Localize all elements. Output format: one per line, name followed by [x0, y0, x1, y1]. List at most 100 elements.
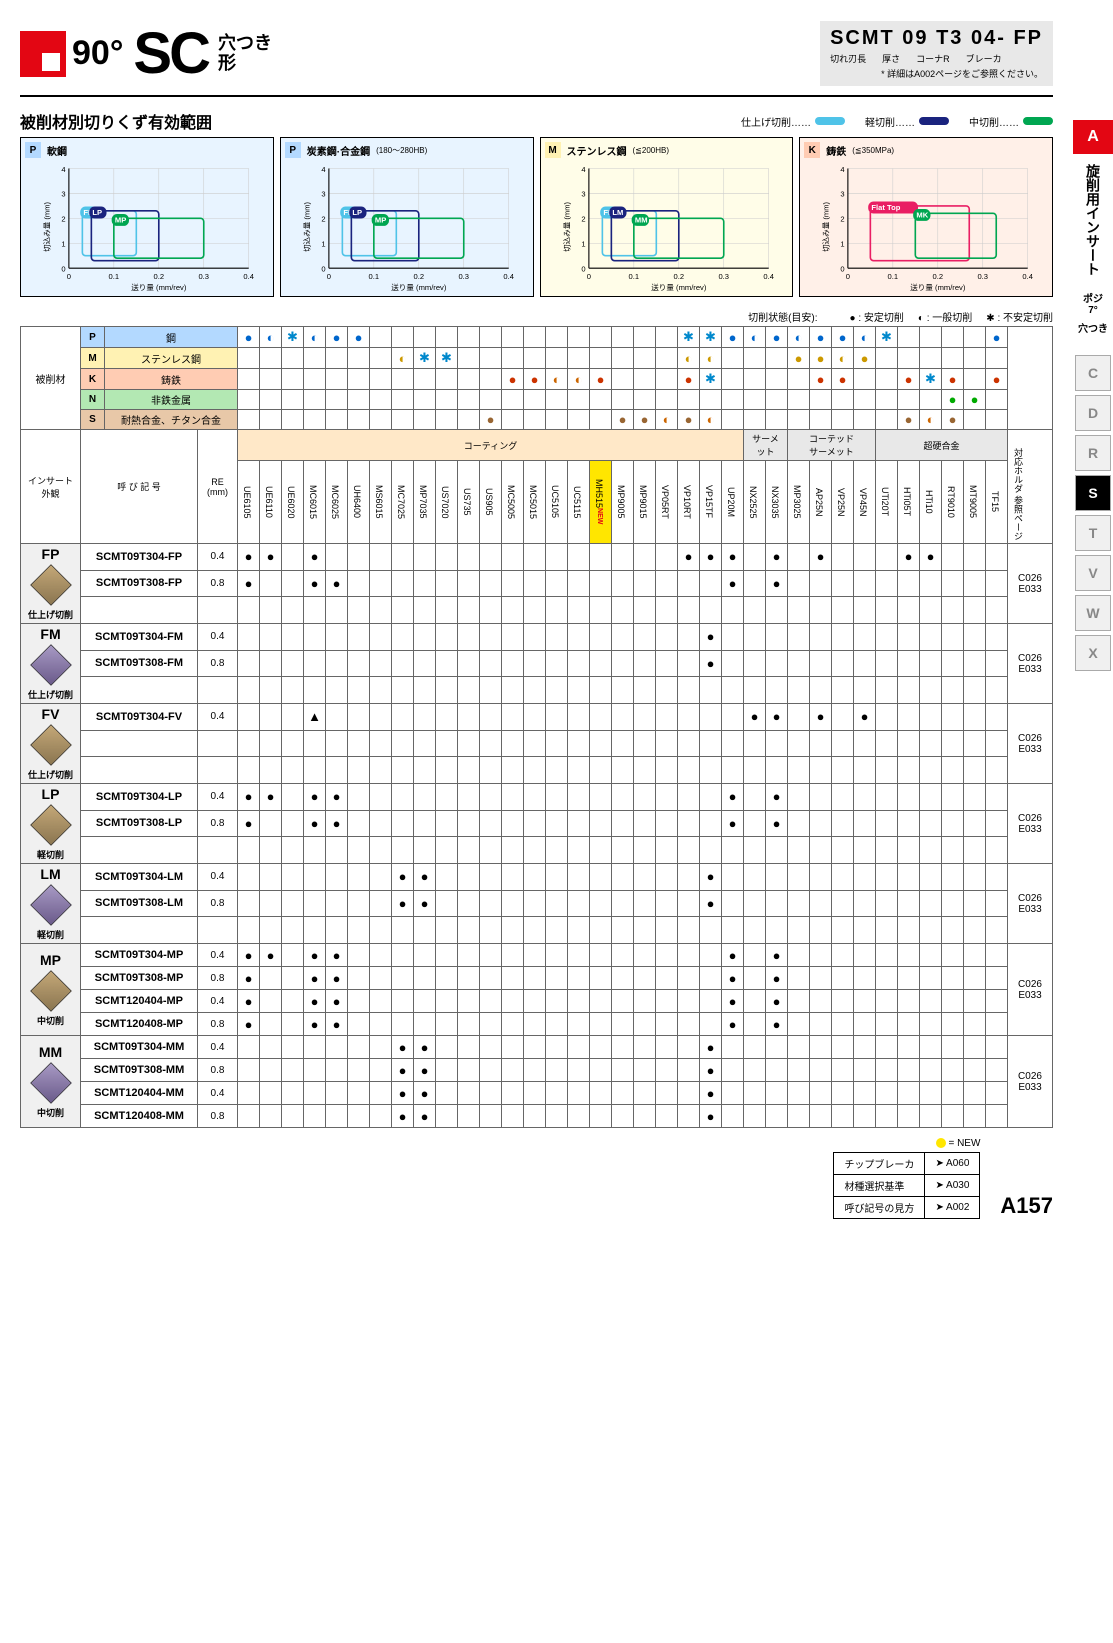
availability-cell: [282, 650, 304, 677]
availability-cell: [348, 864, 370, 891]
availability-cell: [348, 890, 370, 917]
availability-cell: [964, 1082, 986, 1105]
footer-link-label[interactable]: 呼び記号の見方: [834, 1197, 925, 1219]
availability-cell: [414, 544, 436, 571]
material-symbol-cell: ●: [942, 410, 964, 430]
availability-cell: [656, 1082, 678, 1105]
footer-link-page[interactable]: ➤ A030: [925, 1175, 980, 1197]
availability-cell: [546, 544, 568, 571]
availability-cell: ●: [392, 1105, 414, 1128]
availability-cell: [326, 650, 348, 677]
material-symbol-cell: [392, 410, 414, 430]
availability-cell: [524, 1105, 546, 1128]
availability-cell: [502, 1013, 524, 1036]
availability-cell: [942, 704, 964, 731]
availability-cell: [436, 890, 458, 917]
sidebar-shape-W[interactable]: W: [1075, 595, 1111, 631]
insert-image-icon: [30, 884, 72, 926]
sidebar-shape-R[interactable]: R: [1075, 435, 1111, 471]
svg-text:2: 2: [61, 215, 65, 224]
material-symbol-cell: ◐: [700, 410, 722, 430]
svg-text:0.4: 0.4: [503, 272, 514, 281]
availability-cell: [370, 1059, 392, 1082]
availability-cell: [678, 1059, 700, 1082]
ref-cell: C026E033: [1008, 544, 1053, 624]
availability-cell: [238, 1082, 260, 1105]
availability-cell: [986, 1059, 1008, 1082]
sidebar-shape-V[interactable]: V: [1075, 555, 1111, 591]
material-symbol-cell: [546, 390, 568, 410]
sidebar-shape-D[interactable]: D: [1075, 395, 1111, 431]
availability-cell: ●: [700, 1059, 722, 1082]
code-labels: 切れ刃長 厚さ コーナR ブレーカ: [830, 52, 1043, 65]
material-symbol-cell: ●: [810, 369, 832, 390]
material-symbol-cell: ✱: [282, 327, 304, 348]
material-symbol-cell: [744, 410, 766, 430]
availability-cell: [656, 1059, 678, 1082]
material-symbol-cell: [260, 369, 282, 390]
material-code: S: [81, 410, 105, 430]
availability-cell: [942, 570, 964, 597]
svg-text:切込み量 (mm): 切込み量 (mm): [822, 201, 831, 252]
material-symbol-cell: [458, 410, 480, 430]
availability-cell: [370, 650, 392, 677]
insert-group-cell: FP 仕上げ切削: [21, 544, 81, 624]
header-insert-appearance: インサート 外観: [21, 430, 81, 544]
footer-link-label[interactable]: 材種選択基準: [834, 1175, 925, 1197]
footer-link-page[interactable]: ➤ A060: [925, 1153, 980, 1175]
availability-cell: [612, 784, 634, 811]
availability-cell: [392, 1013, 414, 1036]
availability-cell: [436, 1036, 458, 1059]
availability-cell: [876, 810, 898, 837]
material-symbol-cell: [942, 348, 964, 369]
availability-cell: [480, 944, 502, 967]
svg-text:LM: LM: [612, 208, 623, 217]
material-symbol-cell: [590, 410, 612, 430]
availability-cell: [832, 650, 854, 677]
availability-cell: [502, 784, 524, 811]
availability-cell: ●: [898, 544, 920, 571]
material-symbol-cell: [590, 348, 612, 369]
availability-cell: [348, 944, 370, 967]
availability-cell: ●: [414, 1082, 436, 1105]
availability-cell: [986, 864, 1008, 891]
availability-cell: [678, 1013, 700, 1036]
availability-cell: [458, 1036, 480, 1059]
availability-cell: [766, 890, 788, 917]
availability-cell: [986, 1082, 1008, 1105]
material-symbol-cell: ●: [634, 410, 656, 430]
availability-cell: [678, 1105, 700, 1128]
sidebar-shape-S[interactable]: S: [1075, 475, 1111, 511]
availability-cell: [392, 544, 414, 571]
sidebar-shape-C[interactable]: C: [1075, 355, 1111, 391]
re-cell: 0.8: [198, 890, 238, 917]
material-symbol-cell: [766, 410, 788, 430]
material-symbol-cell: [238, 369, 260, 390]
sidebar-shape-T[interactable]: T: [1075, 515, 1111, 551]
availability-cell: [876, 704, 898, 731]
footer-link-label[interactable]: チップブレーカ: [834, 1153, 925, 1175]
availability-cell: [722, 650, 744, 677]
material-symbol-cell: [656, 348, 678, 369]
svg-text:2: 2: [841, 215, 845, 224]
availability-cell: [524, 544, 546, 571]
availability-cell: [634, 1059, 656, 1082]
footer-link-page[interactable]: ➤ A002: [925, 1197, 980, 1219]
material-symbol-cell: ◐: [832, 348, 854, 369]
insert-image-icon: [30, 564, 72, 606]
availability-cell: [876, 967, 898, 990]
availability-cell: [942, 1036, 964, 1059]
availability-cell: [942, 624, 964, 651]
grade-column: VP15TF: [700, 461, 722, 544]
availability-cell: [238, 1105, 260, 1128]
material-symbol-cell: [524, 410, 546, 430]
availability-cell: [480, 650, 502, 677]
sidebar-tab-a[interactable]: A: [1073, 120, 1113, 154]
material-symbol-cell: [282, 369, 304, 390]
availability-cell: [414, 810, 436, 837]
availability-cell: [370, 967, 392, 990]
availability-cell: [678, 704, 700, 731]
svg-text:1: 1: [61, 240, 65, 249]
sidebar-shape-X[interactable]: X: [1075, 635, 1111, 671]
availability-cell: [458, 704, 480, 731]
